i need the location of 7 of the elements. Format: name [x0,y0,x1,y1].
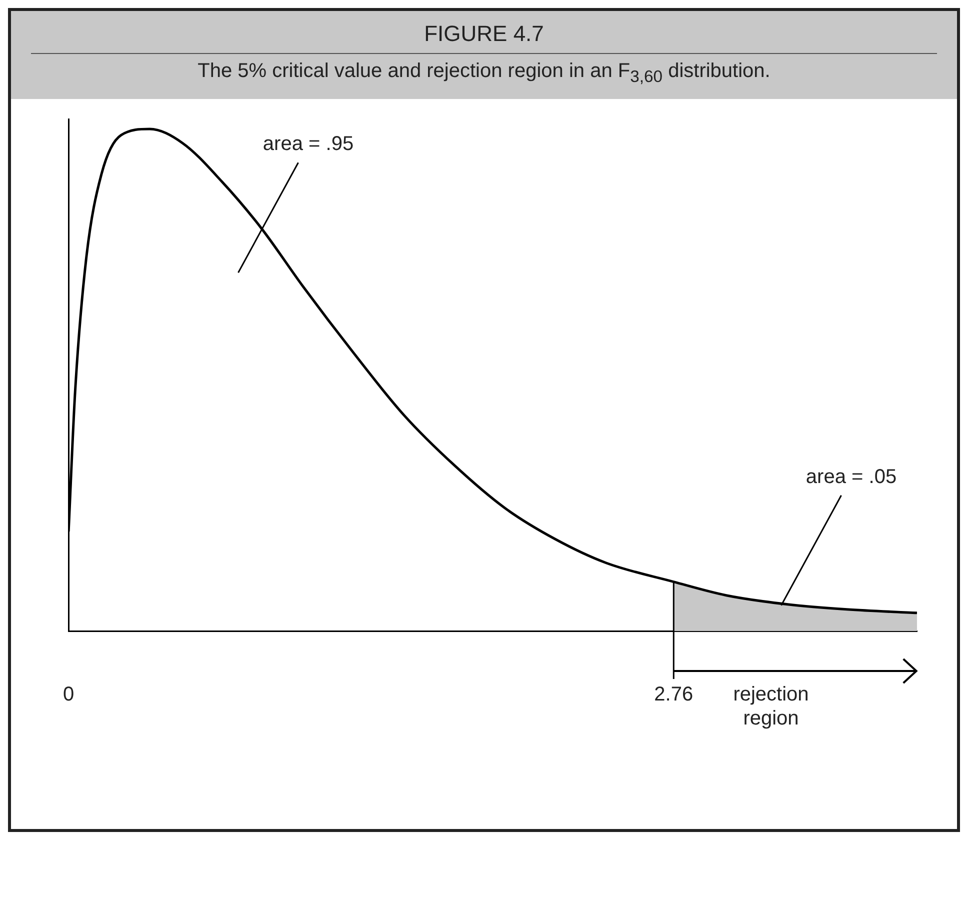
annotation: area = .95 [262,133,354,156]
x-tick-label: 0 [63,684,74,706]
annotation: area = .05 [806,466,897,488]
chart-title: FIGURE 4.7 [31,21,937,54]
x-tick-label: 2.76 [654,684,694,706]
chart-subtitle: The 5% critical value and rejection region in an F$_{3,60}$ distribution. [196,59,772,87]
ref-line-label: rejection region [733,684,809,730]
